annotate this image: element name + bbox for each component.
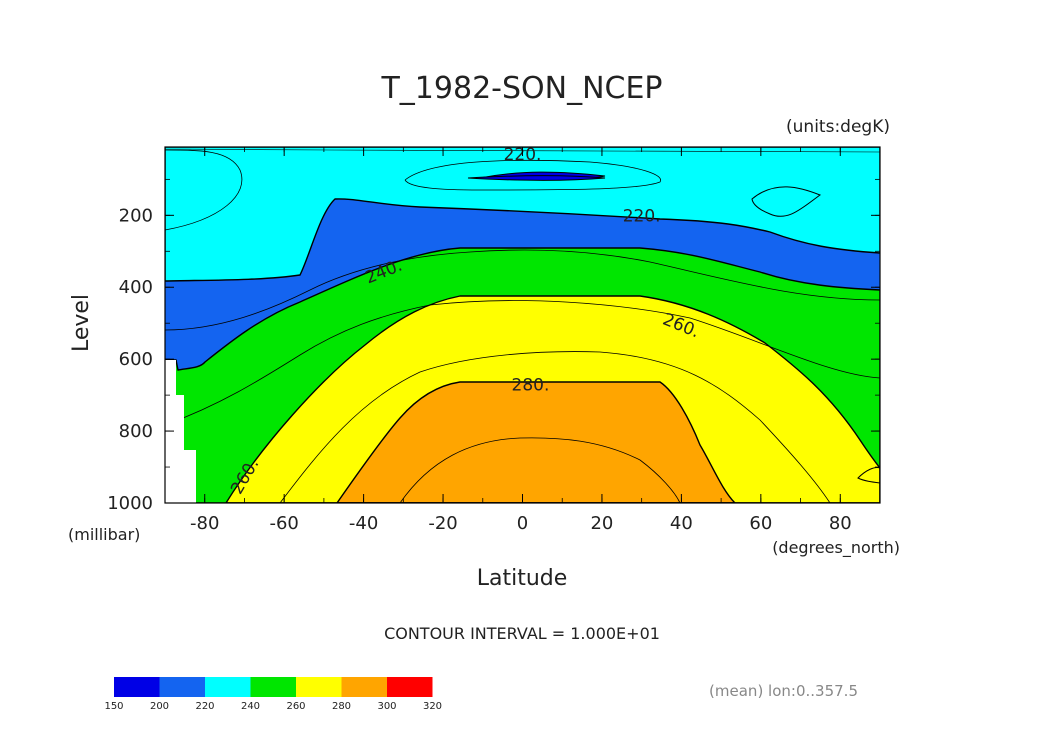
band-lt-200-core: [467, 175, 606, 181]
yellow-blob-right: [857, 467, 880, 484]
plot-area: 220.220.240.260.280.260.-80 -60 -40 -20 0 20 4…: [107, 145, 881, 534]
y-tick-label: 1000: [107, 493, 153, 514]
thin-contour-4: [279, 351, 831, 503]
x-tick-label: -80: [190, 513, 219, 534]
legend-swatch: [205, 677, 251, 697]
thin-contour-3: [165, 300, 880, 426]
x-tick-label: -60: [269, 513, 298, 534]
legend-swatch: [114, 677, 160, 697]
contour-label: 220.: [623, 206, 661, 226]
chart-title: T_1982-SON_NCEP: [380, 71, 662, 106]
legend-label: 200: [150, 701, 169, 712]
y-tick-label: 200: [119, 205, 153, 226]
mean-footnote: (mean) lon:0..357.5: [709, 682, 858, 700]
band-280-300: [337, 382, 735, 503]
thin-contour-1: [404, 159, 662, 191]
x-axis-label: Latitude: [477, 566, 568, 591]
contour-outline-2: [225, 295, 880, 503]
thin-contour-0: [165, 149, 243, 231]
band-220-240: [165, 147, 880, 281]
x-tick-label: -20: [428, 513, 457, 534]
legend-label: 260: [286, 701, 305, 712]
legend-swatch: [159, 677, 205, 697]
y-tick-label: 400: [119, 277, 153, 298]
missing-data: [165, 360, 196, 503]
legend-label: 150: [104, 701, 123, 712]
cyan-island: [751, 186, 822, 217]
legend-label: 280: [332, 701, 351, 712]
legend-label: 220: [195, 701, 214, 712]
x-tick-label: -40: [349, 513, 378, 534]
color-legend: 150 200 220 240 260 280 300 320: [104, 677, 442, 712]
x-tick-label: 0: [517, 513, 528, 534]
legend-swatch: [250, 677, 296, 697]
x-tick-label: 20: [590, 513, 613, 534]
x-units-label: (degrees_north): [772, 538, 900, 558]
contour-outline-3: [336, 381, 736, 503]
contour-outline-0: [165, 147, 880, 282]
legend-label: 300: [377, 701, 396, 712]
thin-contour-2: [165, 249, 880, 331]
legend-swatch: [341, 677, 387, 697]
contour-interval-text: CONTOUR INTERVAL = 1.000E+01: [384, 624, 660, 643]
thin-contour-5: [399, 437, 681, 503]
units-label: (units:degK): [786, 117, 890, 137]
contour-outline-1: [165, 247, 880, 503]
x-tick-label: 60: [749, 513, 772, 534]
y-axis-label: Level: [69, 294, 94, 352]
legend-label: 240: [241, 701, 260, 712]
x-tick-label: 40: [670, 513, 693, 534]
y-units-label: (millibar): [68, 525, 140, 544]
legend-swatch: [296, 677, 342, 697]
contour-label: 280.: [512, 375, 550, 395]
y-tick-label: 800: [119, 421, 153, 442]
y-tick-label: 600: [119, 349, 153, 370]
legend-swatch: [387, 677, 433, 697]
x-tick-label: 80: [829, 513, 852, 534]
legend-label: 320: [423, 701, 442, 712]
contour-label: 220.: [504, 145, 542, 165]
